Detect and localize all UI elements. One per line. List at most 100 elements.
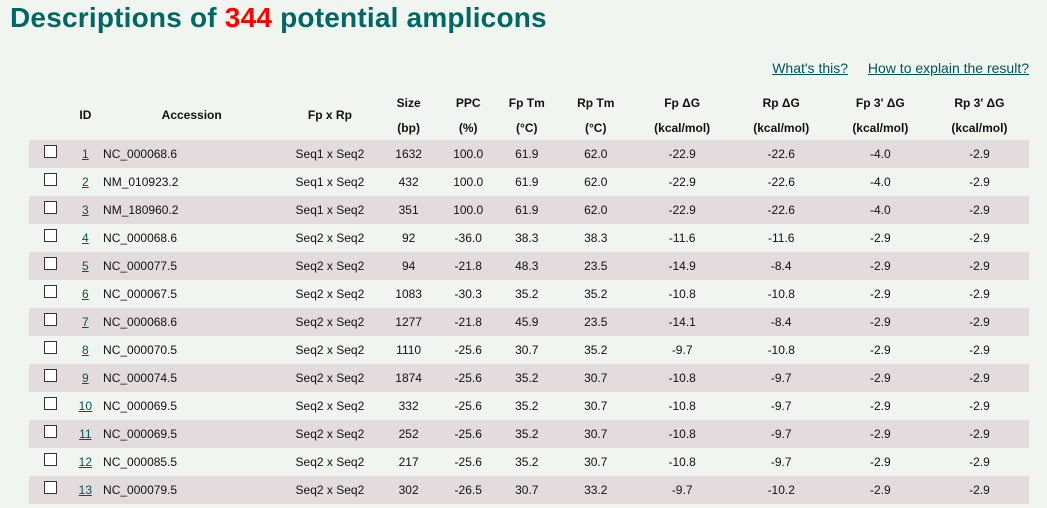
select-cell [29,336,72,364]
size-cell: 302 [375,476,442,504]
fp3-dg-cell: -2.9 [830,224,930,252]
rp3-dg-cell: -2.9 [929,280,1029,308]
rp-dg-cell: -9.7 [731,448,831,476]
rp-tm-cell: 35.2 [558,336,633,364]
amplicon-id-link[interactable]: 3 [82,203,89,217]
table-row: 12 NC_000085.5 Seq2 x Seq2 217 -25.6 35.2 30.7… [29,448,1029,476]
column-header-fp3-dg: Fp 3' ΔG [855,95,905,110]
amplicon-id-link[interactable]: 2 [82,175,89,189]
select-cell [29,308,72,336]
fp3-dg-cell: -2.9 [830,392,930,420]
header-row-top: ID Accession Fp x Rp Size PPC Fp Tm Rp T… [29,90,1029,123]
amplicon-id-link[interactable]: 13 [78,483,93,497]
id-cell: 5 [71,252,100,280]
row-select-checkbox[interactable] [43,173,57,187]
table-row: 7 NC_000068.6 Seq2 x Seq2 1277 -21.8 45.9 23.5… [29,308,1029,336]
whats-this-link[interactable]: What's this? [772,60,849,76]
primer-pair-cell: Seq2 x Seq2 [284,308,376,336]
ppc-cell: -25.6 [441,336,495,364]
select-cell [29,252,72,280]
rp-tm-cell: 35.2 [558,280,633,308]
rp3-dg-cell: -2.9 [929,448,1029,476]
accession-cell: NC_000068.6 [99,308,285,336]
column-header-rp-tm: Rp Tm [577,95,615,110]
unit-fp-dg: (kcal/mol) [654,120,711,135]
table-row: 5 NC_000077.5 Seq2 x Seq2 94 -21.8 48.3 23.5 -1… [29,252,1029,280]
fp-tm-cell: 35.2 [494,420,559,448]
rp-dg-cell: -10.8 [731,280,831,308]
row-select-checkbox[interactable] [43,313,57,327]
amplicon-id-link[interactable]: 9 [82,371,89,385]
primer-pair-cell: Seq2 x Seq2 [284,252,376,280]
id-cell: 12 [71,448,100,476]
size-cell: 432 [375,168,442,196]
primer-pair-cell: Seq1 x Seq2 [284,140,376,168]
row-select-checkbox[interactable] [43,229,57,243]
fp3-dg-cell: -2.9 [830,280,930,308]
amplicon-id-link[interactable]: 8 [82,343,89,357]
row-select-checkbox[interactable] [43,397,57,411]
rp-dg-cell: -22.6 [731,140,831,168]
amplicon-id-link[interactable]: 4 [82,231,89,245]
amplicon-id-link[interactable]: 10 [78,399,93,413]
amplicon-id-link[interactable]: 11 [79,427,92,441]
fp3-dg-cell: -4.0 [830,140,930,168]
fp-dg-cell: -10.8 [632,364,732,392]
select-cell [29,392,72,420]
id-cell: 4 [71,224,100,252]
primer-pair-cell: Seq1 x Seq2 [284,168,376,196]
table-body: 1 NC_000068.6 Seq1 x Seq2 1632 100.0 61.9 62.0… [29,140,1029,504]
ppc-cell: -21.8 [441,252,495,280]
rp-tm-cell: 23.5 [558,252,633,280]
accession-cell: NC_000074.5 [99,364,285,392]
rp3-dg-cell: -2.9 [929,364,1029,392]
fp3-dg-cell: -2.9 [830,476,930,504]
fp-tm-cell: 30.7 [494,476,559,504]
fp-dg-cell: -10.8 [632,392,732,420]
unit-rp-tm: (°C) [585,120,607,135]
row-select-checkbox[interactable] [43,453,57,467]
ppc-cell: -26.5 [441,476,495,504]
fp-dg-cell: -14.9 [632,252,732,280]
help-links: What's this? How to explain the result? [756,60,1029,76]
amplicon-id-link[interactable]: 12 [78,455,93,469]
accession-cell: NC_000068.6 [99,140,285,168]
unit-fp3-dg: (kcal/mol) [852,120,909,135]
fp-dg-cell: -10.8 [632,280,732,308]
row-select-checkbox[interactable] [43,425,57,439]
select-cell [29,476,72,504]
rp-dg-cell: -9.7 [731,420,831,448]
rp-tm-cell: 30.7 [558,420,633,448]
amplicon-id-link[interactable]: 5 [82,259,89,273]
rp3-dg-cell: -2.9 [929,476,1029,504]
row-select-checkbox[interactable] [43,369,57,383]
amplicon-id-link[interactable]: 7 [82,315,89,329]
row-select-checkbox[interactable] [43,285,57,299]
row-select-checkbox[interactable] [43,481,57,495]
row-select-checkbox[interactable] [43,201,57,215]
amplicon-id-link[interactable]: 1 [82,147,89,161]
fp-tm-cell: 61.9 [494,168,559,196]
primer-pair-cell: Seq2 x Seq2 [284,420,376,448]
select-cell [29,140,72,168]
row-select-checkbox[interactable] [43,257,57,271]
row-select-checkbox[interactable] [43,341,57,355]
fp3-dg-cell: -2.9 [830,336,930,364]
title-prefix: Descriptions of [10,2,217,33]
column-header-fp-dg: Fp ΔG [664,95,701,110]
accession-cell: NC_000069.5 [99,392,285,420]
size-cell: 351 [375,196,442,224]
rp3-dg-cell: -2.9 [929,252,1029,280]
ppc-cell: -25.6 [441,420,495,448]
fp3-dg-cell: -2.9 [830,448,930,476]
size-cell: 92 [375,224,442,252]
amplicon-id-link[interactable]: 6 [82,287,89,301]
how-to-explain-link[interactable]: How to explain the result? [867,60,1029,76]
fp-dg-cell: -10.8 [632,420,732,448]
row-select-checkbox[interactable] [43,145,57,159]
size-cell: 252 [375,420,442,448]
size-cell: 1277 [375,308,442,336]
id-cell: 8 [71,336,100,364]
accession-cell: NM_010923.2 [99,168,285,196]
size-cell: 1632 [375,140,442,168]
